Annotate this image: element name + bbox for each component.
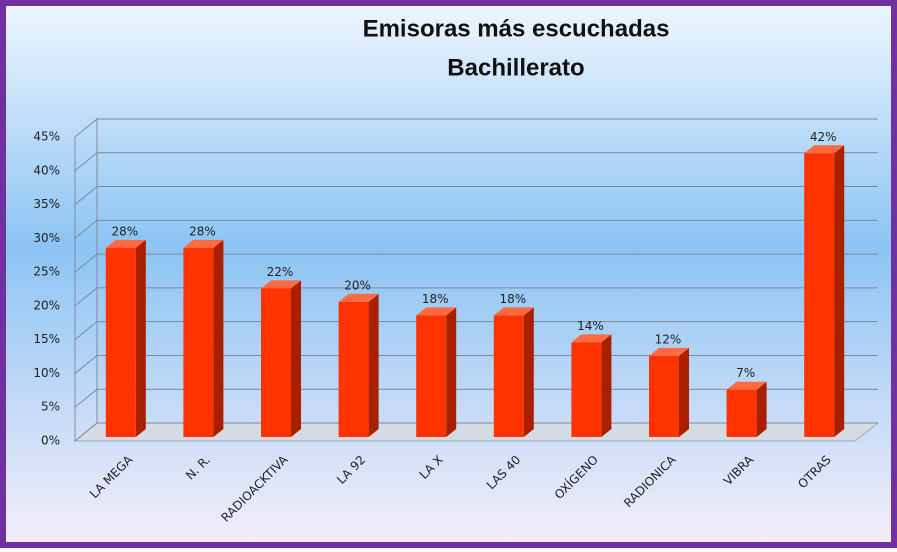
bar-side xyxy=(523,307,534,437)
bar-top xyxy=(726,381,767,390)
bar-side xyxy=(446,307,457,437)
y-tick-label: 35% xyxy=(33,197,60,211)
value-label: 22% xyxy=(267,265,294,279)
bar-side xyxy=(135,239,146,437)
bar-top xyxy=(571,334,612,343)
bar xyxy=(726,389,757,437)
bar xyxy=(416,315,447,437)
bar xyxy=(493,315,524,437)
y-tick-label: 15% xyxy=(33,332,60,346)
grid-line xyxy=(74,118,878,138)
grid-line xyxy=(74,354,878,374)
bar xyxy=(804,153,835,437)
grid-line xyxy=(74,321,878,341)
y-tick-label: 20% xyxy=(33,298,60,312)
value-label: 28% xyxy=(111,224,138,238)
value-label: 14% xyxy=(577,319,604,333)
bar xyxy=(338,301,369,437)
bar-top xyxy=(105,239,146,248)
y-tick-label: 0% xyxy=(41,434,60,448)
y-tick-label: 30% xyxy=(33,231,60,245)
grid-line xyxy=(74,422,878,442)
bar-side xyxy=(213,239,224,437)
value-label: 7% xyxy=(736,366,755,380)
value-label: 28% xyxy=(189,224,216,238)
grid-line xyxy=(74,388,878,408)
bar-top xyxy=(649,347,689,356)
value-label: 20% xyxy=(344,278,371,292)
bar xyxy=(183,247,214,437)
bar-top xyxy=(416,307,457,316)
bar-top xyxy=(338,293,379,302)
y-tick-label: 40% xyxy=(33,163,60,177)
bar-top xyxy=(261,280,301,289)
grid-line xyxy=(74,186,878,205)
bar-side xyxy=(368,293,379,437)
bar xyxy=(649,355,679,437)
bar xyxy=(571,342,602,437)
chart-title: Emisoras más escuchadas xyxy=(363,15,670,42)
y-tick-label: 45% xyxy=(33,130,60,144)
value-label: 12% xyxy=(655,332,682,346)
grid-line xyxy=(74,287,878,307)
bar-side xyxy=(834,145,845,437)
value-label: 42% xyxy=(810,130,837,144)
grid-line xyxy=(74,253,878,273)
bar-side xyxy=(756,381,767,437)
y-tick-label: 10% xyxy=(33,366,60,380)
bar-top xyxy=(183,239,224,248)
grid-line xyxy=(74,152,878,172)
value-label: 18% xyxy=(499,292,526,306)
y-tick-label: 25% xyxy=(33,265,60,279)
bar-side xyxy=(679,347,689,437)
chart-subtitle: Bachillerato xyxy=(447,54,584,81)
bar xyxy=(105,247,136,437)
bar-top xyxy=(804,145,845,154)
grid-line xyxy=(74,219,878,239)
value-label: 18% xyxy=(422,292,449,306)
bar xyxy=(261,288,291,437)
bar-top xyxy=(493,307,534,316)
bar-side xyxy=(601,334,612,437)
y-tick-label: 5% xyxy=(41,400,60,414)
bar-side xyxy=(291,280,301,437)
